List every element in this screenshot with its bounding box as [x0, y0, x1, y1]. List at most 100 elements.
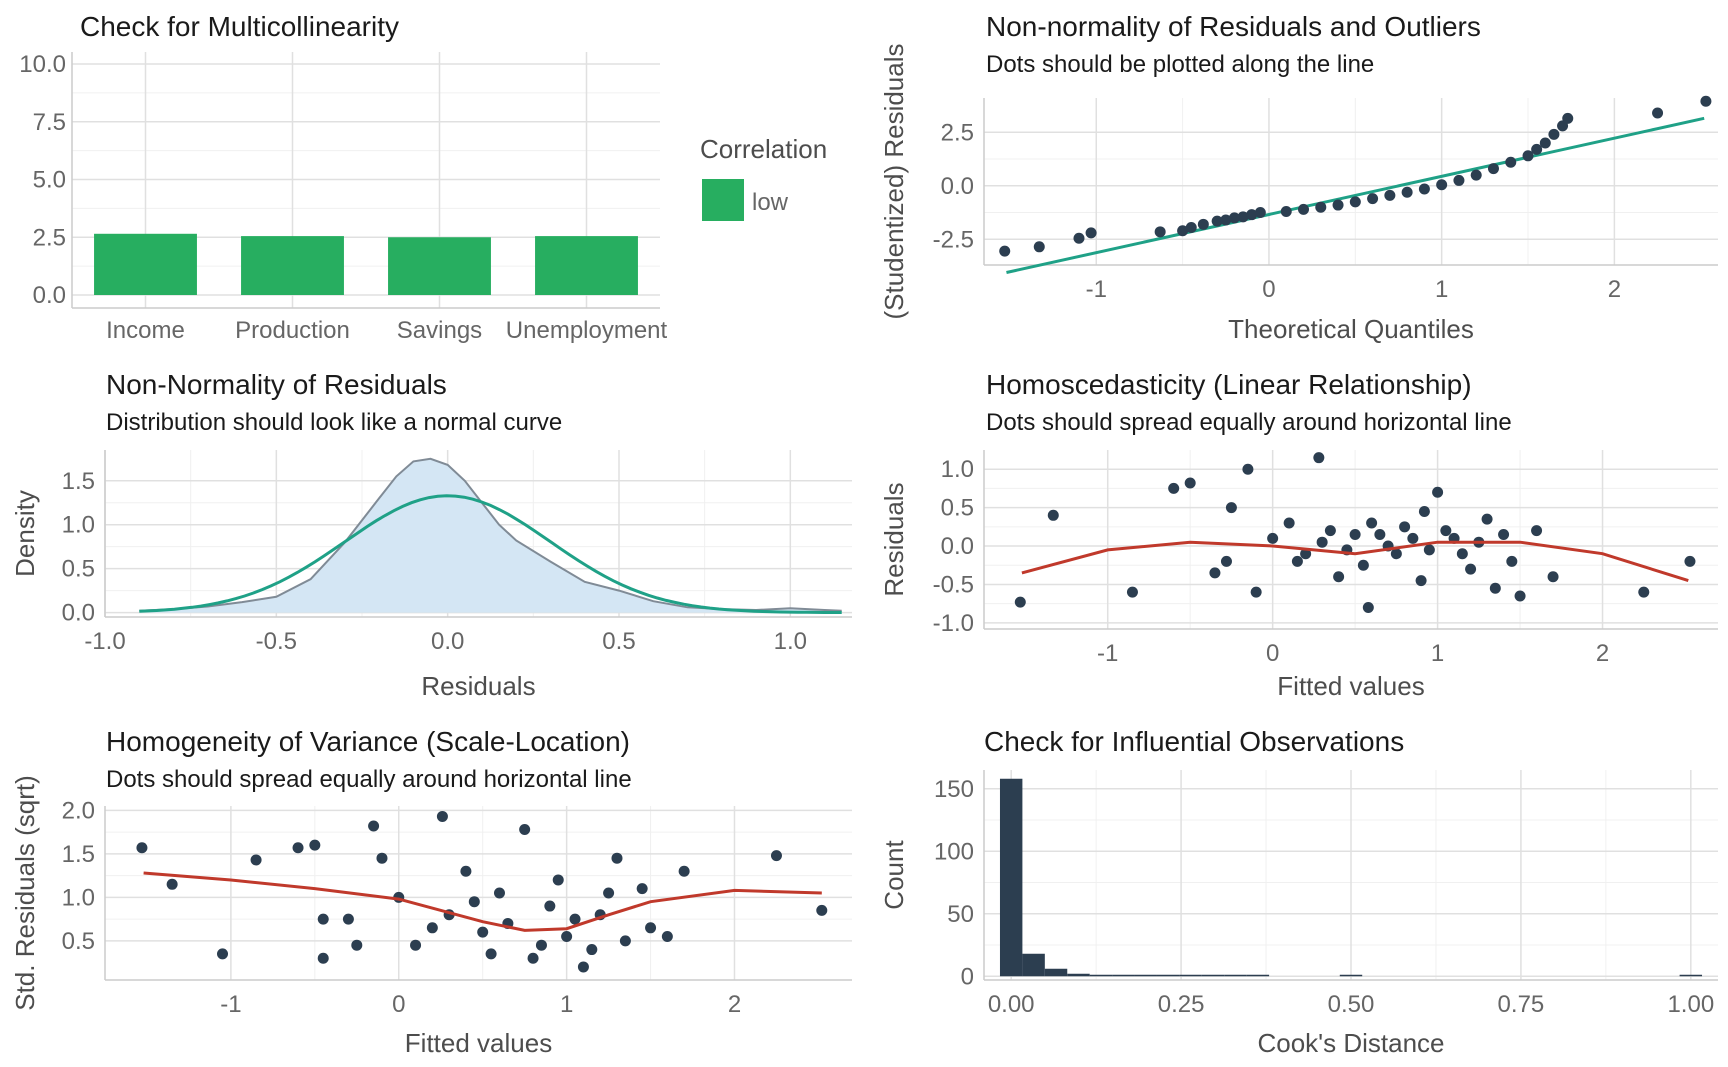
- data-point: [493, 887, 505, 899]
- data-point: [1242, 463, 1254, 475]
- data-point: [1154, 226, 1166, 238]
- x-tick-label: 1.00: [1667, 991, 1714, 1018]
- panel-residual-density: -1.0 -0.5 0.0 0.5 1.0 0.0 0.5 1.0 1.5 Non-Normali…: [10, 369, 852, 701]
- y-tick-label: -0.5: [933, 571, 974, 598]
- data-point: [577, 961, 589, 973]
- data-point: [1384, 189, 1396, 201]
- data-point: [1432, 486, 1444, 498]
- data-point: [1362, 601, 1374, 613]
- y-tick-label: 0.5: [62, 928, 95, 955]
- data-point: [1366, 517, 1378, 529]
- x-tick-label: -1: [1097, 640, 1118, 667]
- data-point: [1700, 95, 1712, 107]
- data-point: [1211, 215, 1223, 227]
- data-point: [309, 839, 321, 851]
- histogram-bar: [1179, 974, 1202, 977]
- data-point: [1652, 107, 1664, 119]
- data-point: [1456, 548, 1468, 560]
- data-point: [1014, 596, 1026, 608]
- data-point: [678, 865, 690, 877]
- data-point: [1453, 174, 1465, 186]
- data-point: [1324, 525, 1336, 537]
- histogram-bar: [1679, 974, 1703, 977]
- x-tick-label: Unemployment: [506, 317, 668, 344]
- data-point: [1033, 241, 1045, 253]
- data-point: [485, 948, 497, 960]
- y-tick-label: 2.5: [33, 224, 66, 251]
- data-point: [136, 842, 148, 854]
- histogram-bar: [1067, 973, 1090, 977]
- chart-title: Check for Multicollinearity: [80, 11, 399, 42]
- data-point: [1220, 555, 1232, 567]
- data-point: [1349, 529, 1361, 541]
- data-point: [1246, 209, 1258, 221]
- x-tick-label: 0.0: [431, 628, 464, 655]
- data-point: [1073, 232, 1085, 244]
- bar-production: [241, 236, 344, 295]
- data-point: [376, 852, 388, 864]
- y-tick-label: 0: [961, 963, 974, 990]
- x-axis-label: Fitted values: [1277, 671, 1424, 701]
- data-point: [527, 952, 539, 964]
- x-tick-label: 0.50: [1328, 991, 1375, 1018]
- data-point: [1209, 567, 1221, 579]
- y-axis-label: Residuals: [879, 482, 909, 596]
- y-axis-label: (Studentized) Residuals: [879, 43, 909, 319]
- data-point: [342, 913, 354, 925]
- x-tick-label: 0.00: [988, 991, 1035, 1018]
- data-point: [1168, 482, 1180, 494]
- data-point: [1684, 555, 1696, 567]
- x-tick-label: Income: [106, 317, 185, 344]
- panel-influential-observations: 0.00 0.25 0.50 0.75 1.00 0 50 100 150 Check for I…: [879, 726, 1718, 1058]
- data-point: [544, 900, 556, 912]
- data-point: [1539, 137, 1551, 149]
- data-point: [1184, 477, 1196, 489]
- data-point: [1506, 555, 1518, 567]
- data-point: [586, 944, 598, 956]
- x-tick-label: 2: [1608, 276, 1621, 303]
- x-tick-label: 1: [560, 991, 573, 1018]
- y-tick-label: 2.0: [62, 797, 95, 824]
- data-point: [561, 931, 573, 942]
- data-point: [250, 854, 262, 866]
- data-point: [1374, 529, 1386, 541]
- data-point: [1487, 163, 1499, 175]
- data-point: [1333, 571, 1345, 583]
- y-tick-label: 150: [934, 776, 974, 803]
- data-point: [1228, 212, 1240, 224]
- data-point: [552, 874, 564, 886]
- histogram-bar: [1339, 974, 1363, 977]
- y-tick-label: 1.5: [62, 468, 95, 495]
- x-axis-label: Fitted values: [405, 1028, 552, 1058]
- x-tick-label: -1.0: [84, 628, 125, 655]
- y-tick-label: 1.5: [62, 841, 95, 868]
- chart-subtitle: Dots should spread equally around horizo…: [106, 766, 632, 793]
- bar-income: [94, 233, 197, 295]
- data-point: [1498, 529, 1510, 541]
- data-point: [1401, 186, 1413, 198]
- reference-line: [1006, 116, 1705, 274]
- legend-swatch-low: [702, 179, 744, 221]
- data-point: [603, 887, 615, 899]
- x-tick-label: -1: [1086, 276, 1107, 303]
- y-tick-label: 0.5: [941, 495, 974, 522]
- x-tick-label: 1: [1431, 640, 1444, 667]
- data-point: [1280, 205, 1292, 217]
- y-axis-label: Density: [10, 490, 40, 577]
- data-point: [436, 810, 448, 822]
- histogram-bar: [1112, 974, 1135, 977]
- data-point: [1505, 156, 1517, 168]
- data-point: [410, 939, 422, 951]
- histogram-bar: [1022, 953, 1045, 977]
- y-tick-label: -1.0: [933, 610, 974, 637]
- chart-subtitle: Dots should spread equally around horizo…: [986, 409, 1512, 436]
- histogram-bar: [1134, 974, 1157, 977]
- data-point: [368, 820, 380, 832]
- data-point: [1177, 225, 1189, 237]
- normal-curve: [139, 494, 842, 614]
- data-point: [1465, 563, 1477, 575]
- histogram-bar: [1246, 974, 1270, 977]
- data-point: [770, 850, 782, 862]
- data-point: [1514, 590, 1526, 602]
